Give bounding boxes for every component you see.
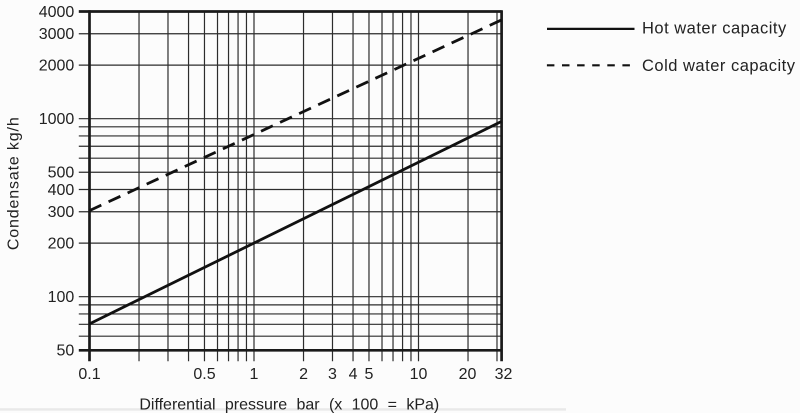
svg-text:3000: 3000 (39, 26, 75, 43)
svg-text:300: 300 (48, 204, 75, 221)
svg-text:10: 10 (410, 366, 428, 383)
svg-text:2000: 2000 (39, 57, 75, 74)
svg-text:Differential pressure bar (x 1: Differential pressure bar (x 100 = kPa) (139, 396, 439, 413)
svg-text:200: 200 (48, 235, 75, 252)
svg-text:4: 4 (349, 366, 358, 383)
svg-text:Condensate kg/h: Condensate kg/h (5, 116, 22, 250)
svg-text:20: 20 (459, 366, 477, 383)
svg-text:1: 1 (250, 366, 259, 383)
svg-text:0.1: 0.1 (78, 366, 100, 383)
svg-text:1000: 1000 (39, 111, 75, 128)
svg-text:3: 3 (328, 366, 337, 383)
svg-text:5: 5 (365, 366, 374, 383)
svg-text:100: 100 (48, 289, 75, 306)
svg-text:2: 2 (299, 366, 308, 383)
svg-text:Cold water capacity: Cold water capacity (642, 57, 796, 75)
svg-text:32: 32 (495, 366, 513, 383)
svg-text:Hot water capacity: Hot water capacity (642, 20, 787, 38)
svg-text:4000: 4000 (39, 4, 75, 21)
svg-text:0.5: 0.5 (193, 366, 215, 383)
svg-text:400: 400 (48, 182, 75, 199)
svg-text:500: 500 (48, 165, 75, 182)
svg-text:50: 50 (57, 343, 75, 360)
